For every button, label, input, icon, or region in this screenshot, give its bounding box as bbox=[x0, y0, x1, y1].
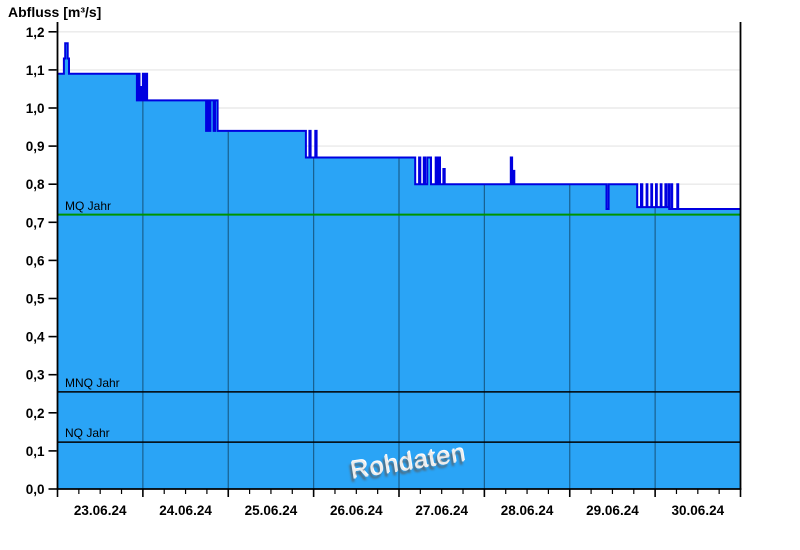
y-tick-label: 1,0 bbox=[26, 101, 45, 116]
y-tick-label: 0,5 bbox=[26, 292, 45, 307]
y-tick-label: 1,2 bbox=[26, 25, 45, 40]
discharge-area-fill bbox=[57, 43, 741, 489]
y-tick-label: 1,1 bbox=[26, 63, 45, 78]
x-tick-label: 27.06.24 bbox=[415, 503, 468, 518]
y-tick-label: 0,2 bbox=[26, 406, 45, 421]
y-tick-label: 0,0 bbox=[26, 482, 45, 497]
x-tick-label: 25.06.24 bbox=[245, 503, 298, 518]
x-tick-label: 23.06.24 bbox=[74, 503, 127, 518]
mq-jahr-label: MQ Jahr bbox=[65, 198, 112, 213]
y-tick-label: 0,7 bbox=[26, 215, 45, 230]
x-tick-label: 29.06.24 bbox=[586, 503, 639, 518]
nq-jahr-label: NQ Jahr bbox=[65, 426, 110, 441]
y-tick-label: 0,1 bbox=[26, 444, 45, 459]
x-tick-label: 30.06.24 bbox=[672, 503, 725, 518]
discharge-step-line bbox=[57, 42, 741, 210]
y-tick-label: 0,9 bbox=[26, 139, 45, 154]
chart-title: Abfluss [m³/s] bbox=[8, 4, 102, 20]
mnq-jahr-label: MNQ Jahr bbox=[65, 375, 120, 390]
x-tick-label: 28.06.24 bbox=[501, 503, 554, 518]
y-tick-label: 0,8 bbox=[26, 177, 45, 192]
y-tick-label: 0,6 bbox=[26, 253, 45, 268]
y-tick-label: 0,3 bbox=[26, 368, 45, 383]
x-tick-label: 26.06.24 bbox=[330, 503, 383, 518]
y-tick-label: 0,4 bbox=[26, 330, 45, 345]
x-tick-label: 24.06.24 bbox=[159, 503, 212, 518]
